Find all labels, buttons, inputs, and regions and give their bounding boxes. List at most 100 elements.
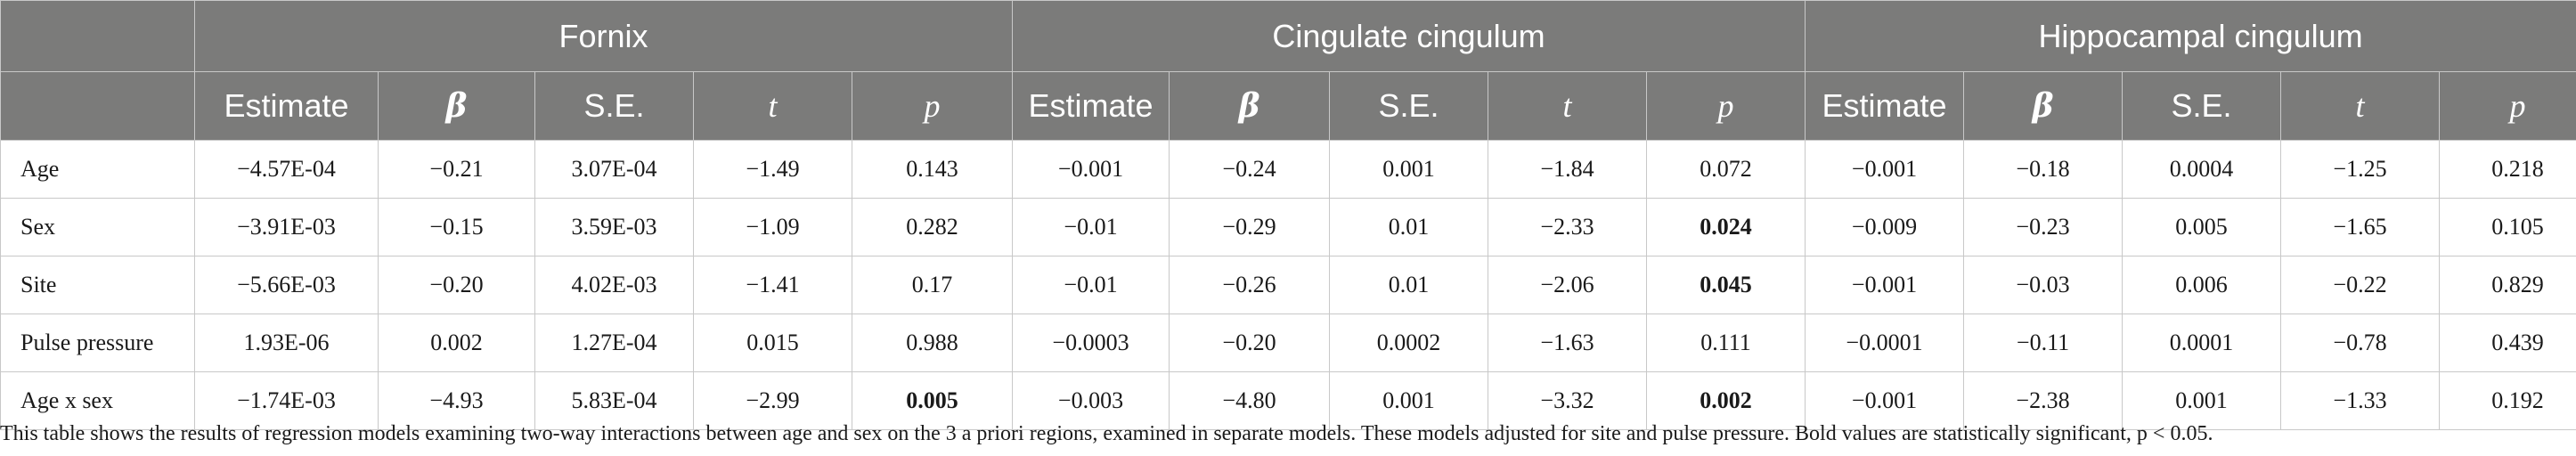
table-cell: 0.002 (1646, 371, 1806, 430)
table-cell: 0.0004 (2122, 140, 2282, 199)
table-cell: 1.93E-06 (194, 314, 379, 372)
table-cell: 3.07E-04 (534, 140, 694, 199)
col-header-t: t (693, 71, 852, 141)
table-cell: −1.09 (693, 198, 852, 256)
table-cell: 0.024 (1646, 198, 1806, 256)
table-cell: −1.74E-03 (194, 371, 379, 430)
group-header-fornix: Fornix (193, 0, 1014, 72)
table-cell: 0.192 (2439, 371, 2576, 430)
col-header-beta: β (1963, 71, 2124, 141)
table-cell: −5.66E-03 (194, 256, 379, 314)
table-cell: −0.22 (2280, 256, 2441, 314)
table-cell: −0.003 (1012, 371, 1170, 430)
table-cell: 0.829 (2439, 256, 2576, 314)
row-label: Sex (0, 198, 195, 256)
table-cell: 5.83E-04 (534, 371, 694, 430)
group-header-hippocampal-cingulum: Hippocampal cingulum (1805, 0, 2576, 72)
table-cell: 1.27E-04 (534, 314, 694, 372)
table-header: Fornix Cingulate cingulum Hippocampal ci… (0, 0, 2576, 141)
table-cell: −0.23 (1963, 198, 2124, 256)
table-cell: −3.32 (1488, 371, 1648, 430)
col-header-se: S.E. (2122, 71, 2282, 141)
table-cell: −0.0003 (1012, 314, 1170, 372)
col-header-estimate: Estimate (1012, 71, 1170, 141)
table-cell: 0.006 (2122, 256, 2282, 314)
caption-text: This table shows the results of regressi… (0, 422, 2213, 445)
col-header-estimate: Estimate (194, 71, 379, 141)
table-cell: −1.84 (1488, 140, 1648, 199)
table-cell: −0.24 (1169, 140, 1331, 199)
table-cell: 0.015 (693, 314, 852, 372)
table-cell: 0.001 (1329, 140, 1489, 199)
table-row: Age x sex −1.74E-03 −4.93 5.83E-04 −2.99 0.00… (0, 371, 2576, 430)
table-cell: 0.005 (2122, 198, 2282, 256)
table-cell: 0.282 (851, 198, 1014, 256)
table-row: Pulse pressure 1.93E-06 0.002 1.27E-04 0.015… (0, 314, 2576, 372)
table-cell: −0.21 (378, 140, 535, 199)
group-header-row: Fornix Cingulate cingulum Hippocampal ci… (0, 0, 2576, 72)
table-cell: −0.001 (1805, 140, 1965, 199)
col-header-se: S.E. (534, 71, 694, 141)
table-cell: −1.25 (2280, 140, 2441, 199)
table-cell: 0.045 (1646, 256, 1806, 314)
regression-results-table: Fornix Cingulate cingulum Hippocampal ci… (0, 0, 2576, 430)
table-cell: −0.001 (1805, 371, 1965, 430)
table-row: Sex −3.91E-03 −0.15 3.59E-03 −1.09 0.282 −0.01… (0, 198, 2576, 256)
table-cell: −1.65 (2280, 198, 2441, 256)
table-cell: −0.0001 (1805, 314, 1965, 372)
table-cell: −0.11 (1963, 314, 2124, 372)
table-cell: 0.0002 (1329, 314, 1489, 372)
table-cell: 0.01 (1329, 256, 1489, 314)
table-cell: 0.005 (851, 371, 1014, 430)
table-cell: 0.143 (851, 140, 1014, 199)
table-cell: −0.001 (1012, 140, 1170, 199)
col-header-estimate: Estimate (1805, 71, 1965, 141)
table-cell: 0.988 (851, 314, 1014, 372)
table-cell: −2.33 (1488, 198, 1648, 256)
col-header-p: p (851, 71, 1014, 141)
table-cell: 0.001 (1329, 371, 1489, 430)
table-row: Age −4.57E-04 −0.21 3.07E-04 −1.49 0.143 −0.00… (0, 140, 2576, 199)
table-caption: This table shows the results of regressi… (0, 419, 2565, 449)
table-cell: 0.105 (2439, 198, 2576, 256)
corner-cell (0, 0, 195, 72)
table-cell: −0.15 (378, 198, 535, 256)
table-cell: −0.26 (1169, 256, 1331, 314)
table-cell: 0.0001 (2122, 314, 2282, 372)
table-cell: −0.03 (1963, 256, 2124, 314)
table-cell: 0.218 (2439, 140, 2576, 199)
column-header-row: Estimate β S.E. t p Estimate β S.E. t p … (0, 71, 2576, 141)
table-cell: −2.99 (693, 371, 852, 430)
row-label-header (0, 71, 195, 141)
table-cell: 3.59E-03 (534, 198, 694, 256)
table-cell: −4.80 (1169, 371, 1331, 430)
table-row: Site −5.66E-03 −0.20 4.02E-03 −1.41 0.17 −0.01… (0, 256, 2576, 314)
col-header-se: S.E. (1329, 71, 1489, 141)
row-label: Age (0, 140, 195, 199)
table-cell: 4.02E-03 (534, 256, 694, 314)
table-cell: −0.29 (1169, 198, 1331, 256)
table-cell: −1.49 (693, 140, 852, 199)
col-header-beta: β (378, 71, 535, 141)
table-cell: 0.17 (851, 256, 1014, 314)
table-cell: −4.93 (378, 371, 535, 430)
col-header-p: p (1646, 71, 1806, 141)
table-cell: −0.01 (1012, 198, 1170, 256)
col-header-t: t (1488, 71, 1648, 141)
table-cell: 0.439 (2439, 314, 2576, 372)
table-cell: −1.41 (693, 256, 852, 314)
table-cell: −2.06 (1488, 256, 1648, 314)
table-cell: 0.111 (1646, 314, 1806, 372)
table-cell: 0.002 (378, 314, 535, 372)
table-cell: −2.38 (1963, 371, 2124, 430)
table-cell: 0.072 (1646, 140, 1806, 199)
col-header-p: p (2439, 71, 2576, 141)
table-cell: −0.01 (1012, 256, 1170, 314)
table-cell: 0.01 (1329, 198, 1489, 256)
table-cell: −1.63 (1488, 314, 1648, 372)
table-cell: −4.57E-04 (194, 140, 379, 199)
table-cell: −0.001 (1805, 256, 1965, 314)
row-label: Pulse pressure (0, 314, 195, 372)
table-cell: −0.009 (1805, 198, 1965, 256)
table-cell: −0.78 (2280, 314, 2441, 372)
